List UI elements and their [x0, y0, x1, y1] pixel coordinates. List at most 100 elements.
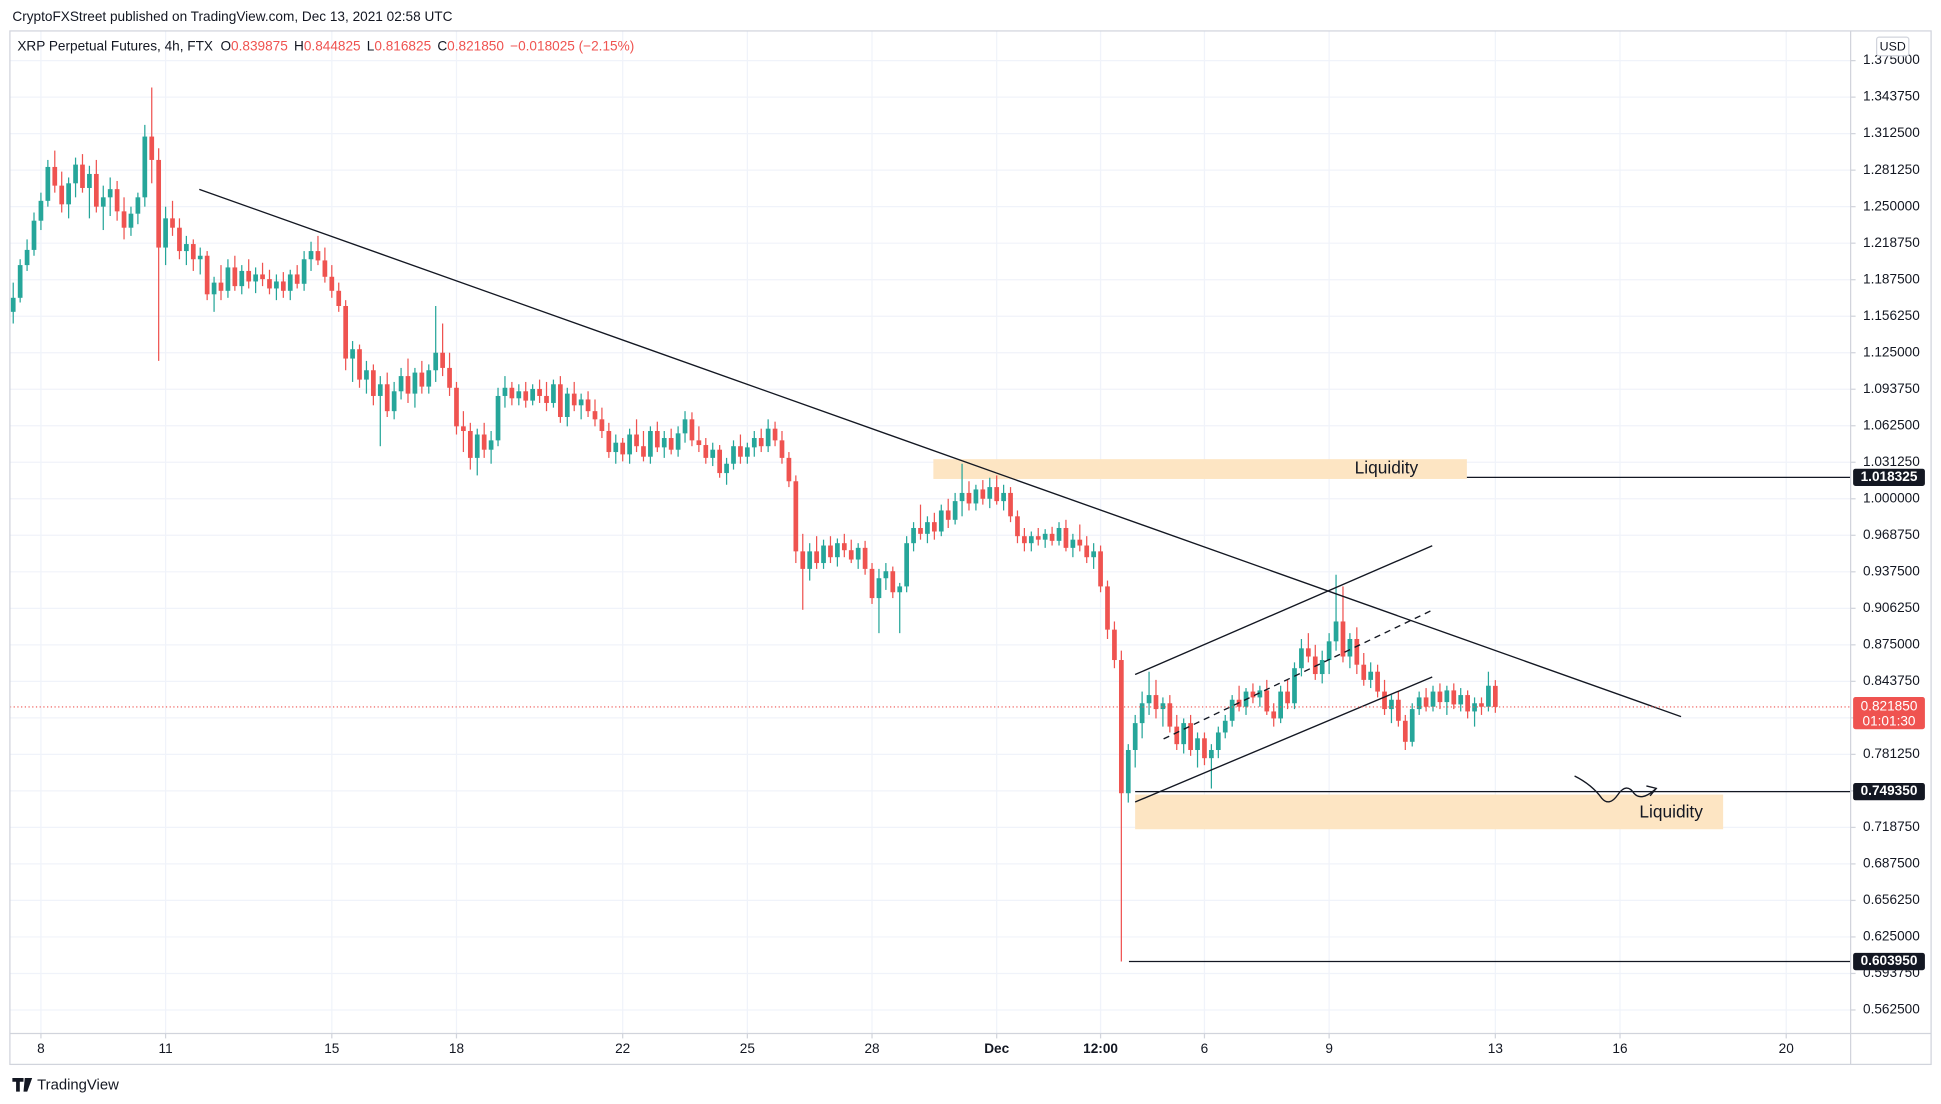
candle-body [1382, 691, 1387, 710]
candle-body [1028, 536, 1034, 544]
candle-body [551, 384, 556, 403]
x-tick-label: 12:00 [1083, 1041, 1118, 1056]
level-label: 0.603950 [1861, 953, 1918, 968]
candle-body [52, 166, 58, 186]
candle-body [1015, 516, 1020, 537]
y-tick-label: 1.093750 [1863, 381, 1920, 396]
legend-key: O [220, 39, 231, 54]
candle-body [731, 446, 736, 464]
candle-body [218, 282, 224, 291]
drawings [199, 188, 1682, 803]
candle-body [1008, 492, 1013, 517]
candle-body [544, 395, 549, 403]
x-tick-label: 9 [1325, 1041, 1333, 1056]
candle-body [170, 218, 175, 228]
candle-body [793, 481, 799, 552]
candle-body [1063, 527, 1069, 548]
x-tick-label: 22 [615, 1041, 630, 1056]
level-label: 0.749350 [1861, 783, 1918, 798]
candle-body [1105, 586, 1110, 630]
legend-value: 0.844825 [304, 39, 361, 54]
candle-body [135, 197, 141, 214]
candle-body [488, 440, 494, 450]
candle-body [301, 259, 307, 284]
candle-body [661, 438, 667, 448]
candle-body [1125, 749, 1131, 794]
legend-key: C [437, 39, 447, 54]
candle-body [357, 349, 362, 380]
candle-body [419, 372, 425, 387]
candle-body [1174, 726, 1180, 745]
candle-body [599, 419, 605, 432]
candle-body [1292, 668, 1297, 704]
y-tick-label: 1.156250 [1863, 308, 1920, 323]
candle-body [855, 547, 861, 560]
candle-body [73, 164, 78, 184]
candle-body [1195, 738, 1200, 750]
candle-body [24, 249, 30, 266]
channel-mid [1163, 609, 1433, 740]
candle-body [717, 449, 723, 474]
candle-body [848, 550, 854, 560]
candle-body [502, 387, 508, 396]
candle-body [1416, 697, 1422, 710]
candle-body [253, 274, 258, 282]
symbol: XRP Perpetual Futures, 4h, FTX [17, 39, 213, 54]
candle-body [1250, 691, 1256, 698]
candle-body [315, 251, 321, 261]
candle-body [267, 279, 272, 289]
candle-body [959, 492, 965, 502]
level-label-box [1853, 782, 1925, 801]
candle-body [1139, 703, 1145, 724]
publisher: CryptoFXStreet published on TradingView.… [12, 9, 452, 24]
y-tick-label: 1.343750 [1863, 89, 1920, 104]
candle-body [613, 442, 619, 453]
liquidity-zone [1135, 794, 1724, 830]
x-tick-label: 13 [1488, 1041, 1503, 1056]
candle-body [177, 227, 182, 252]
candle-body [294, 274, 300, 284]
candle-body [474, 434, 480, 458]
candle-body [654, 431, 660, 448]
candle-body [31, 220, 37, 250]
candle-body [1361, 664, 1367, 680]
candle-body [107, 189, 113, 198]
candle-body [925, 522, 930, 534]
candle-body [461, 426, 466, 432]
candle-body [1368, 671, 1374, 680]
arrow-head [1646, 785, 1658, 797]
candle-body [10, 297, 16, 312]
candle-body [1264, 690, 1270, 712]
candle-body [1167, 703, 1173, 727]
candle-body [1354, 638, 1360, 665]
candle-body [398, 376, 404, 392]
candle-body [1347, 638, 1353, 657]
candle-body [932, 522, 937, 532]
candle-body [329, 276, 335, 291]
candle-body [537, 388, 542, 396]
candle-body [509, 387, 515, 399]
grid [9, 30, 1851, 1034]
candle-body [918, 527, 923, 534]
y-tick-label: 1.031250 [1863, 454, 1920, 469]
candle-body [869, 568, 875, 599]
candle-body [585, 399, 591, 412]
candle-body [1229, 699, 1235, 721]
candle-body [93, 173, 99, 207]
legend-key: L [367, 39, 375, 54]
candle-body [675, 433, 681, 450]
last-price-label: 0.821850 [1861, 699, 1918, 714]
y-tick-label: 0.625000 [1863, 929, 1920, 944]
candle-body [184, 244, 189, 252]
candle-body [447, 367, 452, 388]
candle-body [1389, 699, 1394, 710]
candle-body [1402, 720, 1408, 742]
candle-body [426, 370, 432, 387]
candle-body [1479, 703, 1484, 707]
y-tick-label: 0.687500 [1863, 856, 1920, 871]
candle-body [835, 543, 840, 558]
y-tick-label: 0.781250 [1863, 746, 1920, 761]
candle-body [384, 384, 390, 412]
